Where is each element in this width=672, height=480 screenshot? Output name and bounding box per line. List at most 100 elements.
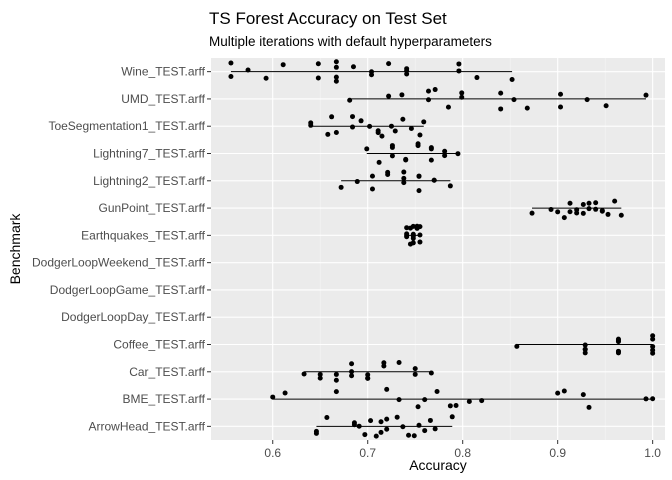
data-point: [245, 67, 251, 73]
data-point: [555, 209, 561, 215]
data-point: [466, 399, 472, 405]
data-point: [317, 371, 323, 377]
data-point: [396, 360, 402, 366]
data-point: [447, 183, 453, 189]
data-point: [349, 369, 355, 375]
data-point: [511, 97, 517, 103]
x-tick-label: 0.9: [549, 446, 566, 460]
y-tick-label: Lightning2_TEST.arff: [93, 174, 206, 188]
data-point: [456, 61, 462, 67]
data-point: [350, 124, 356, 130]
data-point: [280, 62, 286, 68]
y-tick-label: Earthquakes_TEST.arff: [81, 228, 206, 242]
data-point: [582, 350, 588, 356]
data-point: [417, 224, 423, 230]
data-point: [561, 215, 567, 221]
data-point: [315, 61, 321, 67]
data-point: [333, 64, 339, 70]
data-point: [384, 416, 390, 422]
data-point: [378, 429, 384, 435]
data-point: [603, 103, 609, 109]
data-point: [410, 240, 416, 246]
data-point: [228, 60, 234, 66]
data-point: [428, 157, 434, 163]
y-tick-label: ToeSegmentation1_TEST.arff: [48, 119, 205, 133]
data-point: [315, 75, 321, 81]
data-point: [381, 363, 387, 369]
data-point: [453, 402, 459, 408]
data-points: [228, 59, 656, 439]
data-point: [228, 73, 234, 79]
data-point: [369, 173, 375, 179]
data-point: [574, 207, 580, 213]
plot-panel: [211, 58, 665, 440]
data-point: [350, 114, 356, 120]
data-point: [364, 146, 370, 152]
data-point: [376, 159, 382, 165]
y-axis-ticks: Wine_TEST.arff UMD_TEST.arff ToeSegmentati…: [32, 65, 211, 433]
data-point: [350, 64, 356, 70]
data-point: [384, 386, 390, 392]
data-point: [408, 125, 414, 131]
data-point: [354, 179, 360, 185]
data-point: [412, 366, 418, 372]
data-point: [410, 235, 416, 241]
data-point: [580, 210, 586, 216]
data-point: [324, 415, 330, 421]
data-point: [396, 397, 402, 403]
data-point: [459, 90, 465, 96]
data-point: [403, 156, 409, 162]
data-point: [498, 90, 504, 96]
data-point: [650, 333, 656, 339]
data-point: [365, 375, 371, 381]
data-point: [404, 225, 410, 231]
data-point: [558, 91, 564, 97]
data-point: [427, 417, 433, 423]
data-point: [498, 106, 504, 112]
data-point: [406, 432, 412, 438]
data-point: [325, 131, 331, 137]
data-point: [582, 342, 588, 348]
data-point: [389, 153, 395, 159]
data-point: [650, 396, 656, 402]
y-tick-label: Lightning7_TEST.arff: [93, 147, 206, 161]
data-point: [270, 394, 276, 400]
data-point: [434, 388, 440, 394]
data-point: [333, 371, 339, 377]
data-point: [415, 143, 421, 149]
data-point: [417, 239, 423, 245]
data-point: [432, 426, 438, 432]
data-point: [379, 133, 385, 139]
data-point: [392, 128, 398, 134]
data-point: [416, 188, 422, 194]
data-point: [333, 129, 339, 135]
data-point: [373, 433, 379, 439]
data-point: [599, 208, 605, 214]
data-point: [580, 201, 586, 207]
y-tick-label: BME_TEST.arff: [123, 392, 206, 406]
data-point: [301, 371, 307, 377]
data-point: [584, 97, 590, 103]
data-point: [586, 206, 592, 212]
data-point: [399, 92, 405, 98]
data-point: [514, 343, 520, 349]
data-point: [416, 173, 422, 179]
data-point: [612, 198, 618, 204]
data-point: [308, 120, 314, 126]
data-point: [417, 132, 423, 138]
y-tick-label: DodgerLoopGame_TEST.arff: [50, 283, 206, 297]
data-point: [582, 346, 588, 352]
x-tick-label: 0.8: [454, 446, 471, 460]
data-point: [586, 200, 592, 206]
y-tick-label: DodgerLoopWeekend_TEST.arff: [32, 256, 206, 270]
data-point: [417, 232, 423, 238]
data-point: [474, 75, 480, 81]
data-point: [586, 404, 592, 410]
data-point: [618, 212, 624, 218]
data-point: [385, 169, 391, 175]
y-tick-label: DodgerLoopDay_TEST.arff: [61, 310, 206, 324]
data-point: [388, 123, 394, 129]
x-tick-label: 0.7: [359, 446, 376, 460]
data-point: [401, 175, 407, 181]
data-point: [358, 118, 364, 124]
